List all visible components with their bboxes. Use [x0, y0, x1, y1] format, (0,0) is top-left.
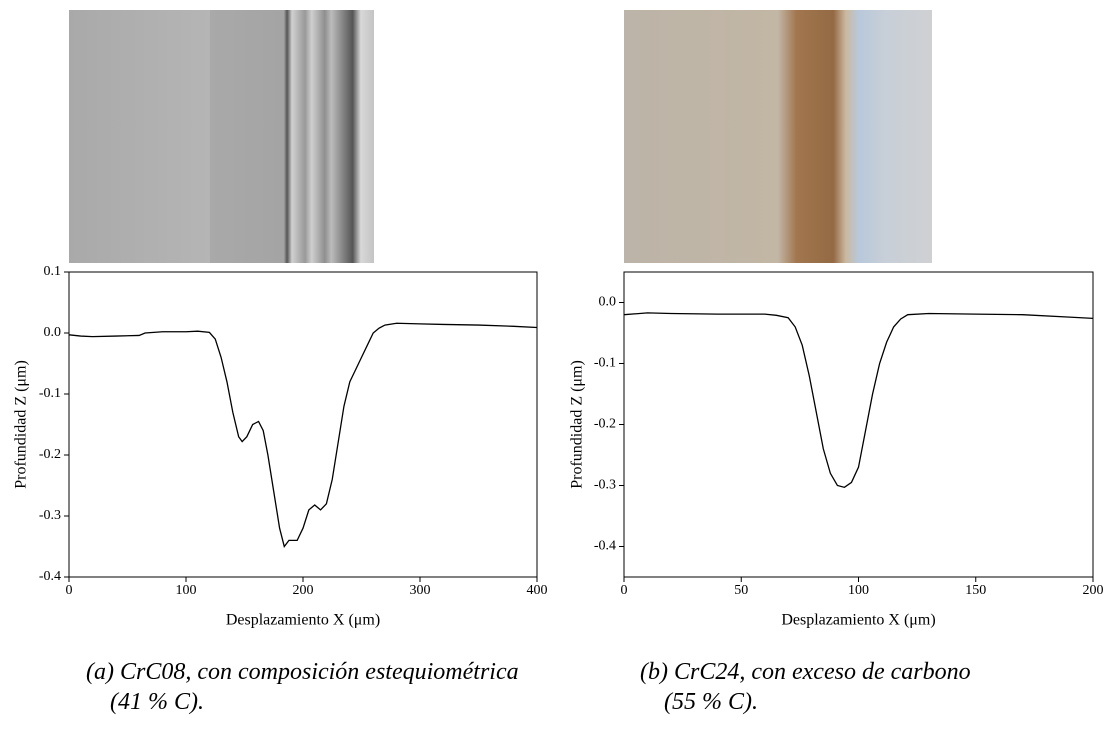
y-tick-label: -0.1 — [39, 386, 61, 401]
caption: (b) CrC24, con exceso de carbono — [640, 659, 971, 685]
y-tick-label: -0.4 — [594, 539, 616, 554]
photo-b — [624, 10, 932, 263]
y-axis-label: Profundidad Z (μm) — [569, 360, 586, 489]
y-tick-label: -0.2 — [39, 447, 61, 462]
y-tick-label: -0.3 — [594, 478, 616, 493]
plot-frame — [623, 271, 1094, 578]
profile-line — [68, 322, 538, 548]
y-tick-label: 0.0 — [44, 325, 62, 340]
caption: (a) CrC08, con composición estequiométri… — [86, 659, 519, 685]
plot-frame — [68, 271, 538, 578]
y-tick-label: -0.4 — [39, 569, 61, 584]
x-tick-label: 400 — [527, 583, 548, 598]
caption: (41 % C). — [110, 689, 204, 715]
x-axis-label: Desplazamiento X (μm) — [226, 612, 380, 629]
x-tick-label: 150 — [965, 583, 986, 598]
x-tick-label: 100 — [848, 583, 869, 598]
x-tick-label: 50 — [734, 583, 748, 598]
photo-a-track — [210, 10, 374, 263]
y-axis-label: Profundidad Z (μm) — [13, 360, 30, 489]
x-tick-label: 100 — [176, 583, 197, 598]
x-tick-label: 200 — [1083, 583, 1104, 598]
caption: (55 % C). — [664, 689, 758, 715]
x-tick-label: 300 — [410, 583, 431, 598]
y-tick-label: -0.1 — [594, 356, 616, 371]
profile-line — [623, 312, 1094, 489]
y-tick-label: -0.3 — [39, 508, 61, 523]
x-tick-label: 0 — [66, 583, 73, 598]
y-tick-label: 0.1 — [44, 264, 62, 279]
y-tick-label: 0.0 — [599, 295, 617, 310]
x-tick-label: 200 — [293, 583, 314, 598]
x-axis-label: Desplazamiento X (μm) — [781, 612, 935, 629]
x-tick-label: 0 — [621, 583, 628, 598]
y-tick-label: -0.2 — [594, 417, 616, 432]
